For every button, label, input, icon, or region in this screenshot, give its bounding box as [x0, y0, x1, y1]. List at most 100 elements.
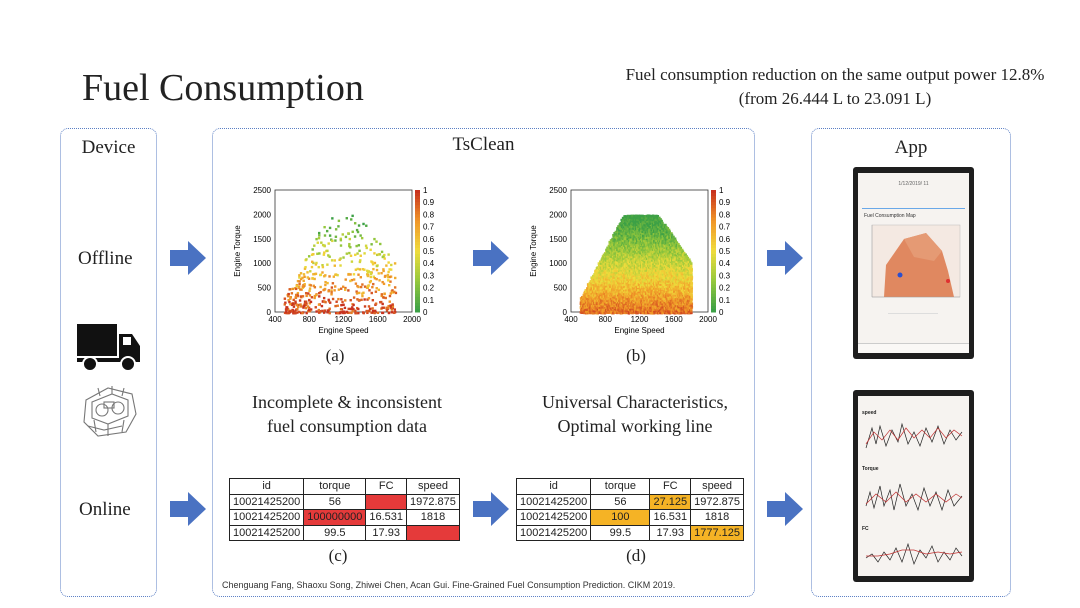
scatter-point: [352, 296, 356, 299]
colorbar-segment: [711, 202, 716, 206]
online-label: Online: [79, 499, 131, 520]
phone-label-torque: Torque: [862, 466, 879, 472]
scatter-point: [641, 219, 644, 223]
scatter-point: [621, 248, 625, 252]
scatter-point: [679, 267, 682, 271]
scatter-point: [661, 299, 664, 303]
arrow-device-to-table-c: [170, 492, 206, 526]
scatter-point: [345, 252, 349, 255]
scatter-point: [636, 243, 639, 247]
x-tick-label: 800: [303, 315, 317, 324]
scatter-point: [681, 259, 685, 262]
scatter-point: [644, 267, 647, 270]
scatter-point: [308, 294, 312, 297]
scatter-point: [612, 311, 615, 315]
scatter-point: [647, 257, 650, 260]
scatter-point: [612, 241, 615, 244]
scatter-point: [647, 224, 651, 227]
scatter-point: [628, 240, 632, 244]
scatter-point: [592, 311, 596, 315]
scatter-point: [674, 246, 678, 250]
scatter-point: [373, 252, 376, 255]
scatter-point: [354, 282, 358, 285]
scatter-point: [298, 274, 301, 277]
scatter-point: [665, 300, 668, 304]
scatter-point: [606, 253, 609, 257]
scatter-point: [627, 227, 631, 231]
scatter-point: [386, 276, 390, 279]
scatter-point: [683, 265, 687, 269]
scatter-point: [673, 306, 676, 309]
colorbar-segment: [711, 257, 716, 261]
scatter-point: [616, 248, 620, 252]
scatter-point: [648, 231, 651, 234]
scatter-point: [305, 258, 308, 261]
scatter-point: [605, 268, 608, 272]
scatter-point: [615, 293, 619, 297]
scatter-point: [679, 289, 683, 292]
scatter-point: [362, 311, 365, 315]
scatter-point: [629, 311, 633, 315]
scatter-point: [652, 244, 656, 248]
scatter-point: [375, 277, 378, 281]
colorbar-segment: [415, 229, 420, 234]
colorbar-segment: [415, 308, 420, 313]
colorbar-tick-label: 0.9: [719, 198, 731, 207]
scatter-point: [630, 232, 633, 236]
scatter-point: [655, 222, 658, 225]
colorbar-tick-label: 0.1: [719, 296, 731, 305]
colorbar-segment: [415, 190, 420, 194]
scatter-point: [383, 292, 386, 296]
phone-label-fc: FC: [862, 526, 869, 532]
scatter-point: [590, 279, 594, 283]
scatter-point: [636, 260, 639, 264]
scatter-point: [612, 295, 615, 299]
colorbar-tick-label: 0.2: [719, 284, 731, 293]
scatter-point: [614, 244, 618, 248]
scatter-point: [650, 248, 654, 252]
scatter-point: [656, 293, 660, 297]
scatter-point: [619, 311, 623, 315]
scatter-point: [600, 272, 603, 276]
scatter-point: [634, 233, 638, 237]
scatter-point: [629, 301, 632, 305]
scatter-point: [607, 266, 610, 269]
scatter-point: [638, 233, 642, 237]
scatter-point: [639, 297, 643, 301]
scatter-point: [643, 264, 646, 267]
scatter-point: [601, 257, 604, 260]
scatter-point: [379, 242, 382, 246]
table-cell: 99.5: [590, 524, 651, 541]
scatter-point: [322, 296, 326, 300]
scatter-point: [372, 275, 376, 278]
scatter-point: [598, 295, 602, 299]
scatter-point: [356, 298, 359, 301]
colorbar-tick-label: 1: [719, 186, 724, 195]
scatter-point: [372, 267, 375, 271]
scatter-point: [689, 307, 693, 311]
scatter-point: [637, 214, 640, 218]
y-tick-label: 2000: [549, 210, 567, 219]
x-tick-label: 2000: [403, 315, 421, 324]
arrow-table-c-to-d: [473, 492, 509, 526]
scatter-point: [633, 299, 637, 302]
scatter-point: [390, 308, 394, 311]
scatter-point: [345, 310, 349, 314]
scatter-point: [642, 262, 645, 266]
scatter-point: [294, 302, 297, 305]
scatter-point: [654, 283, 657, 286]
scatter-point: [645, 253, 649, 257]
scatter-point: [665, 290, 669, 294]
scatter-point: [645, 283, 649, 287]
scatter-point: [636, 311, 639, 315]
caption-universal: Universal Characteristics, Optimal worki…: [500, 390, 770, 438]
scatter-point: [622, 220, 626, 223]
scatter-point: [635, 281, 639, 285]
scatter-point: [617, 296, 621, 299]
scatter-point: [667, 290, 670, 294]
scatter-point: [660, 219, 663, 223]
scatter-point: [630, 227, 633, 230]
scatter-point: [638, 269, 641, 273]
scatter-point: [626, 288, 630, 291]
scatter-point: [366, 271, 370, 274]
